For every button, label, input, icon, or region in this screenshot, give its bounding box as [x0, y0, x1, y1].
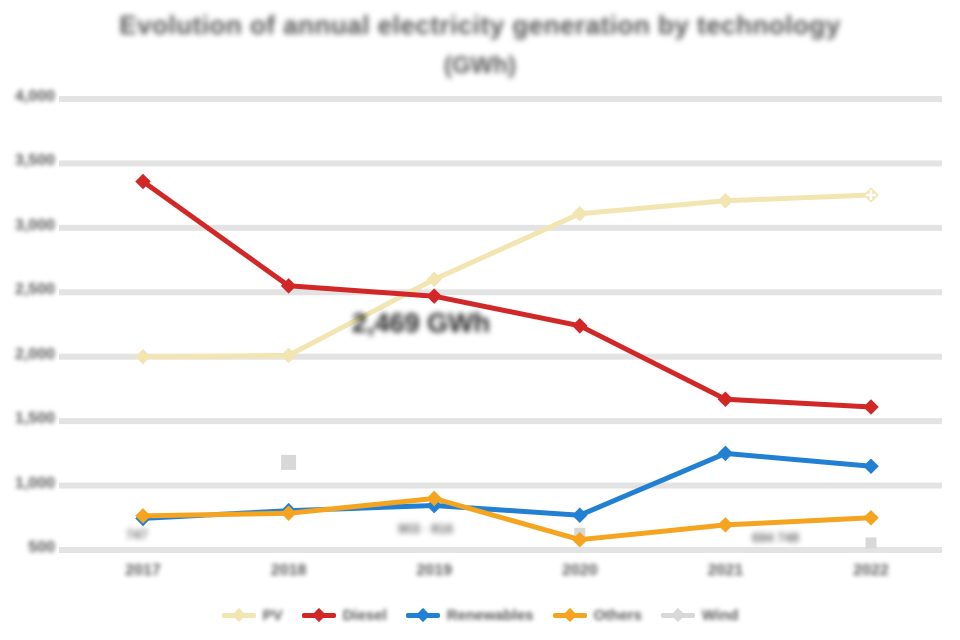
chart-annotation: 903 · 816	[398, 521, 453, 536]
y-axis-tick-label: 4,000	[14, 88, 55, 105]
series-line-Diesel	[140, 179, 874, 410]
data-point-Renewables-3	[572, 507, 588, 523]
gridline	[59, 353, 942, 360]
legend-item-renewables[interactable]: Renewables	[405, 606, 534, 624]
gridline	[59, 482, 942, 489]
series-line-Others	[140, 496, 874, 543]
data-point-Diesel-0	[135, 173, 151, 190]
gridline	[59, 96, 942, 102]
data-point-Others-0	[135, 508, 151, 524]
plus-icon	[869, 189, 873, 200]
x-axis-tick-label: 2021	[707, 562, 744, 579]
data-point-Wind-5	[865, 537, 877, 549]
data-point-PV-0	[135, 348, 151, 365]
diamond-marker-icon	[670, 607, 685, 623]
gridline	[59, 289, 942, 296]
chart-legend: PV Diesel Renewables Others Wind	[0, 601, 960, 629]
data-point-Others-3	[572, 531, 588, 548]
legend-item-others[interactable]: Others	[552, 606, 642, 624]
diamond-marker-icon	[231, 607, 246, 623]
data-point-PV-3	[572, 205, 588, 222]
series-line-PV	[140, 192, 874, 360]
legend-label: Diesel	[342, 606, 387, 624]
y-axis-tick-label: 2,500	[14, 281, 55, 299]
legend-line-swatch	[552, 607, 587, 623]
data-point-Others-1	[280, 505, 297, 522]
y-axis-tick-label: 3,500	[14, 152, 55, 170]
y-axis-tick-label: 2,000	[14, 345, 55, 363]
diamond-marker-icon	[311, 607, 326, 623]
data-point-PV-4	[717, 193, 734, 209]
x-axis-tick-label: 2022	[853, 562, 889, 579]
chart-annotation: 694 748	[752, 530, 799, 545]
data-point-Renewables-5	[863, 458, 879, 475]
y-axis-tick-label: 1,500	[14, 410, 55, 428]
diamond-marker-icon	[562, 607, 577, 623]
legend-label: Others	[593, 606, 642, 624]
chart-subtitle: (GWh)	[444, 52, 516, 79]
legend-line-swatch	[221, 607, 256, 623]
legend-label: PV	[262, 606, 283, 624]
x-axis-tick-label: 2018	[270, 562, 307, 579]
chart-annotation: 2,469 GWh	[352, 308, 491, 338]
y-axis-tick-label: 1,000	[14, 474, 55, 492]
gridline	[59, 224, 942, 231]
data-point-Others-5	[863, 510, 879, 526]
data-point-Wind-1	[281, 454, 297, 470]
legend-item-pv[interactable]: PV	[221, 606, 283, 624]
data-point-Renewables-4	[717, 445, 734, 462]
legend-line-swatch	[301, 607, 336, 623]
data-point-Diesel-5	[863, 399, 879, 415]
legend-item-diesel[interactable]: Diesel	[301, 606, 387, 624]
x-axis-tick-label: 2019	[416, 562, 452, 579]
legend-line-swatch	[660, 607, 695, 623]
diamond-marker-icon	[415, 607, 430, 623]
chart-annotation: 747	[126, 527, 148, 542]
legend-item-wind[interactable]: Wind	[660, 606, 739, 624]
chart-title: Evolution of annual electricity generati…	[119, 10, 841, 40]
gridline	[59, 547, 942, 553]
x-axis-tick-label: 2020	[562, 562, 598, 579]
legend-label: Renewables	[446, 606, 534, 624]
gridline	[59, 160, 942, 167]
legend-line-swatch	[405, 607, 440, 623]
gridline	[59, 418, 942, 425]
y-axis-tick-label: 500	[28, 539, 55, 556]
data-point-Others-4	[717, 517, 734, 533]
x-axis-tick-label: 2017	[125, 562, 161, 579]
y-axis-tick-label: 3,000	[14, 216, 55, 234]
legend-label: Wind	[701, 606, 739, 624]
